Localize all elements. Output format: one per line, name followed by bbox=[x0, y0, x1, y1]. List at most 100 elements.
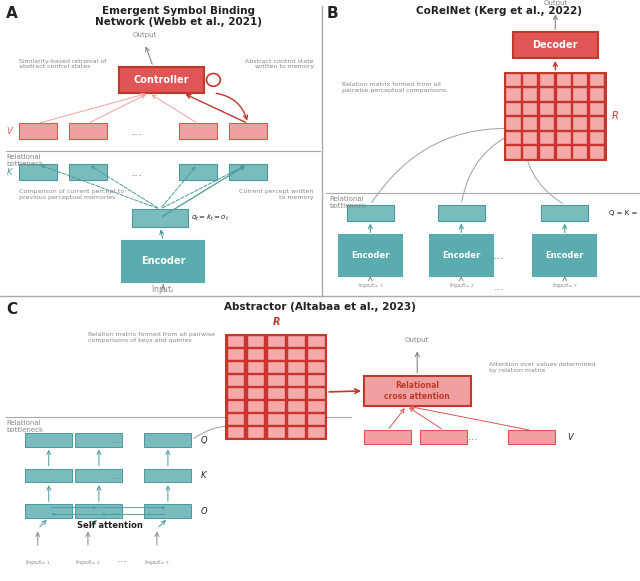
Bar bbox=[590, 146, 604, 159]
Text: K: K bbox=[6, 168, 12, 177]
Text: Input$_{x,1}$: Input$_{x,1}$ bbox=[358, 282, 383, 290]
Text: Encoder: Encoder bbox=[545, 251, 584, 260]
Text: ...: ... bbox=[493, 282, 504, 292]
Bar bbox=[540, 74, 554, 86]
Bar bbox=[145, 469, 191, 482]
Text: Q = K = O: Q = K = O bbox=[609, 210, 640, 216]
Bar bbox=[505, 73, 605, 160]
Bar bbox=[288, 349, 305, 360]
Text: Input$_{x,1}$: Input$_{x,1}$ bbox=[25, 558, 51, 567]
Bar bbox=[308, 336, 324, 347]
Bar bbox=[288, 414, 305, 425]
Bar bbox=[308, 426, 324, 437]
Bar bbox=[76, 469, 122, 482]
Text: V: V bbox=[6, 127, 12, 136]
Bar bbox=[557, 117, 571, 130]
Bar bbox=[506, 146, 520, 159]
Text: B: B bbox=[326, 6, 338, 21]
Text: Self attention: Self attention bbox=[77, 521, 143, 529]
Text: A: A bbox=[6, 6, 18, 21]
Bar bbox=[308, 414, 324, 425]
Bar bbox=[268, 362, 285, 373]
Bar bbox=[508, 431, 556, 444]
Bar bbox=[25, 504, 72, 518]
Bar bbox=[248, 336, 264, 347]
Text: ...: ... bbox=[131, 166, 143, 178]
Bar bbox=[590, 88, 604, 101]
Bar bbox=[557, 74, 571, 86]
Bar bbox=[248, 362, 264, 373]
Bar bbox=[590, 103, 604, 115]
Bar bbox=[524, 132, 537, 144]
Bar bbox=[288, 401, 305, 412]
Bar bbox=[557, 132, 571, 144]
Bar bbox=[229, 124, 267, 139]
Bar bbox=[268, 388, 285, 399]
Text: Output: Output bbox=[405, 337, 429, 343]
Text: Emergent Symbol Binding
Network (Webb et al., 2021): Emergent Symbol Binding Network (Webb et… bbox=[95, 6, 262, 27]
Bar bbox=[430, 235, 493, 276]
Text: Relation matrix formed from all
pairwise perceptual comparisons: Relation matrix formed from all pairwise… bbox=[342, 82, 446, 92]
Text: K: K bbox=[201, 471, 206, 480]
Bar bbox=[573, 146, 588, 159]
Text: ...: ... bbox=[111, 506, 122, 516]
Bar bbox=[347, 205, 394, 221]
Bar bbox=[540, 117, 554, 130]
Bar bbox=[76, 433, 122, 447]
Bar bbox=[248, 414, 264, 425]
Bar bbox=[228, 375, 244, 386]
Bar bbox=[308, 349, 324, 360]
Bar bbox=[557, 103, 571, 115]
Bar bbox=[288, 336, 305, 347]
Bar bbox=[229, 164, 267, 180]
Bar bbox=[339, 235, 402, 276]
Bar bbox=[228, 388, 244, 399]
Circle shape bbox=[207, 74, 220, 87]
Bar bbox=[573, 103, 588, 115]
Text: Comparison of current percept to
previous perceptual memories: Comparison of current percept to previou… bbox=[19, 189, 124, 200]
Bar bbox=[228, 426, 244, 437]
Text: Controller: Controller bbox=[134, 75, 189, 85]
Text: Input$_{x,2}$: Input$_{x,2}$ bbox=[76, 558, 100, 567]
Text: Abstract control state
written to memory: Abstract control state written to memory bbox=[245, 59, 314, 69]
Text: R: R bbox=[273, 317, 280, 327]
Bar bbox=[364, 376, 470, 406]
Text: Decoder: Decoder bbox=[532, 40, 578, 50]
Bar bbox=[288, 426, 305, 437]
Bar bbox=[248, 375, 264, 386]
Text: Attention over values determined
by relation matrix: Attention over values determined by rela… bbox=[490, 363, 596, 373]
Text: R: R bbox=[612, 111, 618, 121]
Bar bbox=[506, 88, 520, 101]
Text: Similarity-based retrieval of
abstract control states: Similarity-based retrieval of abstract c… bbox=[19, 59, 106, 69]
Bar bbox=[25, 433, 72, 447]
Bar bbox=[179, 124, 216, 139]
Bar bbox=[308, 362, 324, 373]
Bar bbox=[268, 426, 285, 437]
Bar bbox=[420, 431, 467, 444]
Bar bbox=[533, 235, 596, 276]
Text: Input$_{x,T}$: Input$_{x,T}$ bbox=[552, 282, 578, 290]
Bar bbox=[524, 103, 537, 115]
Bar bbox=[541, 205, 588, 221]
Bar bbox=[248, 388, 264, 399]
Bar bbox=[540, 146, 554, 159]
Text: Relational
bottleneck: Relational bottleneck bbox=[6, 154, 44, 167]
Bar bbox=[288, 388, 305, 399]
Bar bbox=[119, 67, 204, 93]
Bar bbox=[590, 117, 604, 130]
Bar bbox=[524, 146, 537, 159]
Bar bbox=[506, 132, 520, 144]
Bar bbox=[506, 117, 520, 130]
Bar bbox=[540, 103, 554, 115]
Bar bbox=[573, 88, 588, 101]
Text: Output: Output bbox=[543, 0, 568, 6]
Text: C: C bbox=[6, 302, 17, 317]
Bar bbox=[308, 401, 324, 412]
Bar bbox=[506, 74, 520, 86]
Bar bbox=[145, 433, 191, 447]
Bar bbox=[268, 375, 285, 386]
Bar bbox=[228, 336, 244, 347]
Bar bbox=[69, 124, 107, 139]
Text: ...: ... bbox=[493, 249, 505, 262]
Bar bbox=[308, 375, 324, 386]
